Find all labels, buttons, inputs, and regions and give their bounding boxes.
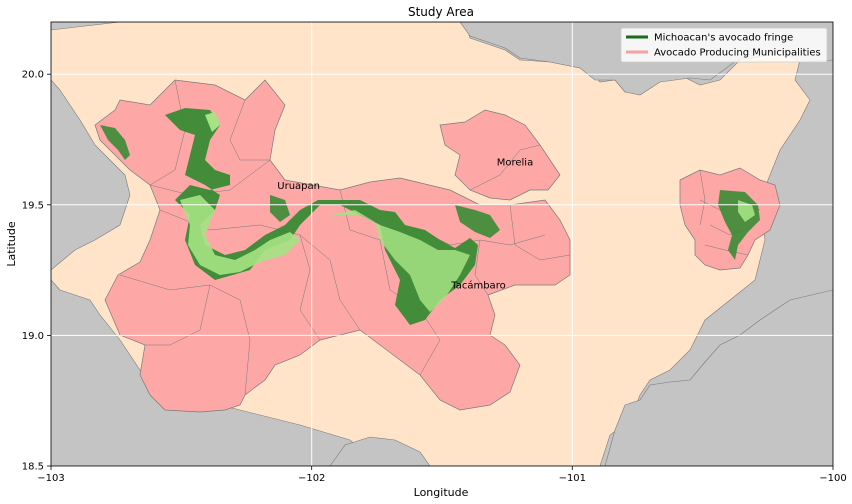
map-title: Study Area: [408, 5, 474, 19]
southern-neighbour-state: [329, 436, 431, 466]
x-tick-label: −102: [298, 473, 325, 484]
southeastern-neighbour-state: [604, 289, 833, 466]
grid-lines: [51, 22, 833, 466]
city-label-tacambaro: Tacámbaro: [450, 279, 505, 291]
y-tick-label: 19.0: [22, 331, 44, 342]
axes-frame: [50, 21, 834, 467]
city-label-uruapan: Uruapan: [277, 181, 320, 192]
y-tick-label: 18.5: [22, 462, 44, 473]
legend: Michoacan's avocado fringe Avocado Produ…: [620, 27, 828, 63]
x-tick-label: −103: [37, 473, 64, 484]
legend-label-fringe: Michoacan's avocado fringe: [654, 33, 793, 44]
x-tick-label: −101: [559, 473, 586, 484]
map-plot-area: Uruapan Morelia Tacámbaro: [51, 22, 833, 466]
y-tick-labels: 18.5 19.0 19.5 20.0: [22, 70, 44, 473]
x-tick-labels: −103 −102 −101 −100: [37, 473, 846, 484]
y-tick-label: 20.0: [22, 70, 44, 81]
city-label-morelia: Morelia: [497, 158, 533, 169]
city-labels: Uruapan Morelia Tacámbaro: [277, 158, 533, 292]
x-axis-label: Longitude: [414, 486, 469, 499]
y-tick-label: 19.5: [22, 200, 44, 211]
x-tick-label: −100: [819, 473, 846, 484]
avocado-municipalities-morelia: [439, 109, 561, 201]
legend-label-municipalities: Avocado Producing Municipalities: [654, 48, 821, 59]
axis-ticks: [47, 73, 834, 470]
avocado-municipalities-main: [94, 79, 571, 413]
y-axis-label: Latitude: [5, 221, 18, 267]
legend-box: [620, 27, 828, 63]
avocado-fringe-patches: [100, 108, 760, 325]
